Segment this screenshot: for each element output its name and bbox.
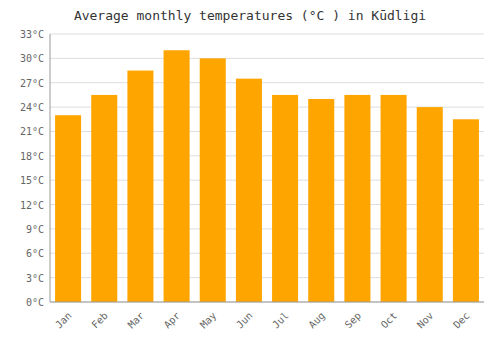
y-tick-label: 9°C (26, 224, 44, 235)
y-tick-label: 27°C (20, 78, 44, 89)
grid (50, 34, 484, 302)
bar (381, 95, 407, 302)
chart: Average monthly temperatures (°C ) in Kū… (0, 0, 500, 350)
x-tick-label: Jan (53, 310, 74, 331)
bar (272, 95, 298, 302)
grid-line (50, 82, 484, 83)
bar (127, 71, 153, 302)
y-axis (50, 34, 51, 302)
y-tick-label: 3°C (26, 273, 44, 284)
x-tick-label: Sep (343, 310, 364, 331)
x-tick-label: Oct (379, 310, 400, 331)
grid-line (50, 302, 484, 303)
bar (200, 58, 226, 302)
x-tick-label: Nov (415, 310, 436, 331)
title: Average monthly temperatures (°C ) in Kū… (74, 8, 426, 23)
bar (55, 115, 81, 302)
bars (55, 50, 479, 302)
grid-line (50, 58, 484, 59)
y-tick-label: 0°C (26, 297, 44, 308)
x-tick-label: Dec (451, 310, 472, 331)
bar (164, 50, 190, 302)
y-tick-label: 15°C (20, 175, 44, 186)
bar (91, 95, 117, 302)
bar (308, 99, 334, 302)
y-tick-label: 30°C (20, 53, 44, 64)
x-tick-label: Jul (270, 310, 291, 331)
bar (453, 119, 479, 302)
y-tick-label: 33°C (20, 29, 44, 40)
y-tick-label: 21°C (20, 126, 44, 137)
bar (236, 79, 262, 302)
y-tick-label: 12°C (20, 200, 44, 211)
bar (417, 107, 443, 302)
bar (344, 95, 370, 302)
x-tick-label: Jun (234, 310, 255, 331)
x-tick-label: Aug (306, 310, 327, 331)
y-tick-label: 24°C (20, 102, 44, 113)
x-tick-label: Feb (89, 310, 110, 331)
x-tick-label: Mar (126, 310, 147, 331)
grid-line (50, 34, 484, 35)
x-axis (50, 302, 484, 303)
y-tick-label: 6°C (26, 248, 44, 259)
y-tick-label: 18°C (20, 151, 44, 162)
x-tick-label: Apr (162, 310, 183, 331)
x-tick-label: May (198, 310, 219, 331)
